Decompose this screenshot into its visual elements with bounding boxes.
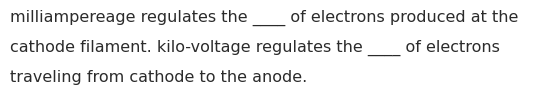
Text: cathode filament. kilo-voltage regulates the ____ of electrons: cathode filament. kilo-voltage regulates…: [10, 40, 500, 56]
Text: traveling from cathode to the anode.: traveling from cathode to the anode.: [10, 70, 307, 85]
Text: milliampereage regulates the ____ of electrons produced at the: milliampereage regulates the ____ of ele…: [10, 10, 518, 26]
